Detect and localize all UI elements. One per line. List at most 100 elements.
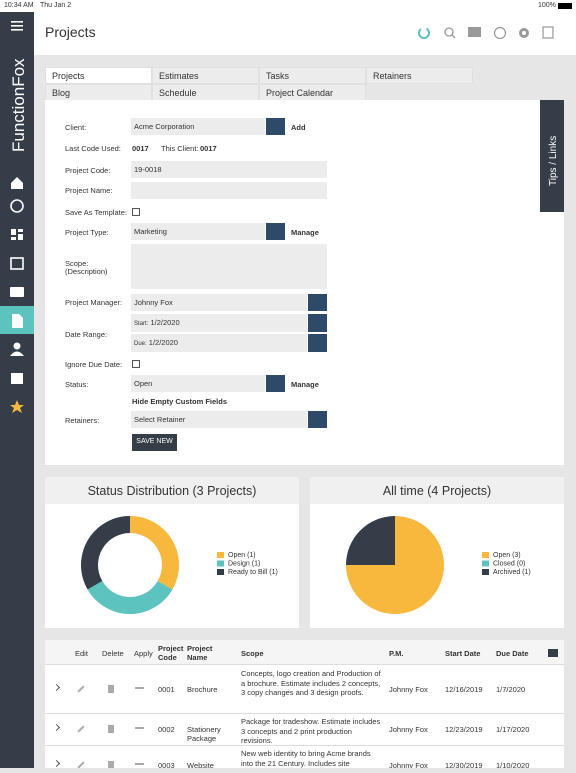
tab[interactable]: Estimates [152, 67, 259, 84]
hide-fields-link[interactable]: Hide Empty Custom Fields [132, 397, 228, 406]
page-title: Projects [45, 24, 96, 40]
apply-icon[interactable] [135, 763, 144, 765]
tab[interactable]: Tasks [259, 67, 366, 84]
label: Project Manager: [65, 298, 123, 307]
status-select[interactable]: Open [131, 375, 265, 392]
cell: 1/17/2020 [496, 725, 530, 734]
delete-icon[interactable] [108, 761, 114, 768]
label: Ignore Due Date: [65, 360, 123, 369]
label: Start: [134, 321, 149, 327]
table-body: Edit Delete Apply Project Code Project Name S… [45, 640, 564, 768]
cell: 1/7/2020 [496, 685, 526, 694]
column-header[interactable]: P.M. [389, 649, 404, 658]
cell: Brochure [187, 685, 218, 694]
column-header[interactable]: Scope [241, 649, 264, 658]
expand-icon[interactable] [52, 723, 61, 732]
cell: 12/30/2019 [445, 761, 483, 768]
checkbox[interactable] [132, 208, 140, 216]
start-input[interactable]: Start: 1/2/2020 [131, 314, 307, 332]
columns-button[interactable] [548, 649, 558, 657]
column-header[interactable]: Delete [102, 649, 124, 658]
label: Save As Template: [65, 208, 127, 217]
label: (Description) [65, 267, 108, 276]
manage-link[interactable]: Manage [291, 380, 319, 389]
tab[interactable]: Retainers [366, 67, 473, 84]
header-icons[interactable] [414, 24, 564, 44]
expand-icon[interactable] [52, 759, 61, 768]
pie-slice [81, 516, 130, 590]
value: 0017 [132, 144, 149, 153]
apply-icon[interactable] [135, 687, 144, 689]
legend-label: Closed (0) [493, 561, 525, 568]
calendar-button[interactable] [308, 314, 327, 332]
column-header[interactable]: Project Code [158, 644, 184, 662]
project-table: Edit Delete Apply Project Code Project Name S… [45, 640, 564, 768]
brand: FunctionFox [9, 58, 28, 152]
chart-panel [45, 477, 299, 628]
cell: Concepts, logo creation and Production o… [241, 669, 381, 697]
column-header[interactable]: Due Date [496, 649, 529, 658]
edit-icon[interactable] [77, 761, 85, 768]
apply-icon[interactable] [135, 727, 144, 729]
code-input[interactable]: 19-0018 [131, 161, 327, 178]
edit-icon[interactable] [77, 725, 85, 733]
label: Project Name: [65, 186, 113, 195]
legend-swatch [217, 552, 224, 558]
chart-title: All time (4 Projects) [383, 484, 491, 498]
cell: 0001 [158, 685, 175, 694]
chart-title-bar [310, 477, 564, 504]
legend-swatch [482, 560, 489, 567]
manage-link[interactable]: Manage [291, 228, 319, 237]
cell: 1/10/2020 [496, 761, 530, 768]
label: Project Type: [65, 228, 109, 237]
dropdown-button[interactable] [266, 223, 285, 240]
legend-label: Archived (1) [493, 569, 531, 576]
pie-slice [346, 516, 395, 565]
checkbox[interactable] [132, 360, 140, 368]
scope-input[interactable] [131, 244, 327, 289]
cell: Website [187, 761, 214, 768]
expand-icon[interactable] [52, 683, 61, 692]
tab[interactable]: Project Calendar [259, 84, 366, 101]
type-select[interactable]: Marketing [131, 223, 265, 240]
dropdown-button[interactable] [266, 118, 285, 135]
legend-swatch [482, 552, 489, 558]
cell: 0003 [158, 761, 175, 768]
tab[interactable]: Schedule [152, 84, 259, 101]
cell: Johnny Fox [389, 725, 428, 734]
name-input[interactable] [131, 182, 327, 199]
save-button[interactable]: SAVE NEW [132, 434, 177, 451]
header-row [45, 640, 564, 665]
delete-icon[interactable] [108, 725, 114, 733]
column-header[interactable]: Start Date [445, 649, 481, 658]
label: Retainers: [65, 416, 100, 425]
column-header[interactable]: Edit [75, 649, 88, 658]
time: 10:34 AM [4, 2, 34, 9]
legend-swatch [482, 569, 489, 575]
legend-label: Ready to Bill (1) [228, 569, 278, 576]
date: Thu Jan 2 [40, 2, 72, 9]
chart-title-bar [45, 477, 299, 504]
edit-icon[interactable] [77, 685, 85, 693]
due-input[interactable]: Due: 1/2/2020 [131, 334, 307, 352]
retainer-select[interactable]: Select Retainer [131, 411, 307, 428]
tab[interactable]: Blog [45, 84, 152, 101]
add-link[interactable]: Add [291, 123, 306, 132]
cell: Package for tradeshow. Estimate includes… [241, 717, 381, 745]
calendar-button[interactable] [308, 334, 327, 352]
sidebar: FunctionFox [0, 12, 34, 768]
header: Projects [34, 12, 576, 55]
column-header[interactable]: Project Name [187, 644, 213, 662]
dropdown-button[interactable] [308, 411, 327, 428]
delete-icon[interactable] [108, 685, 114, 693]
chart-panel [310, 477, 564, 628]
client-select[interactable]: Acme Corporation [131, 118, 265, 135]
column-header[interactable]: Apply [134, 649, 153, 658]
tips-tab[interactable]: Tips / Links [540, 100, 564, 212]
dropdown-button[interactable] [308, 294, 327, 311]
tab[interactable]: Projects [45, 67, 152, 84]
pm-select[interactable]: Johnny Fox [131, 294, 307, 311]
form-panel: Client: Acme Corporation Add Last Code U… [45, 100, 564, 465]
dropdown-button[interactable] [266, 375, 285, 392]
